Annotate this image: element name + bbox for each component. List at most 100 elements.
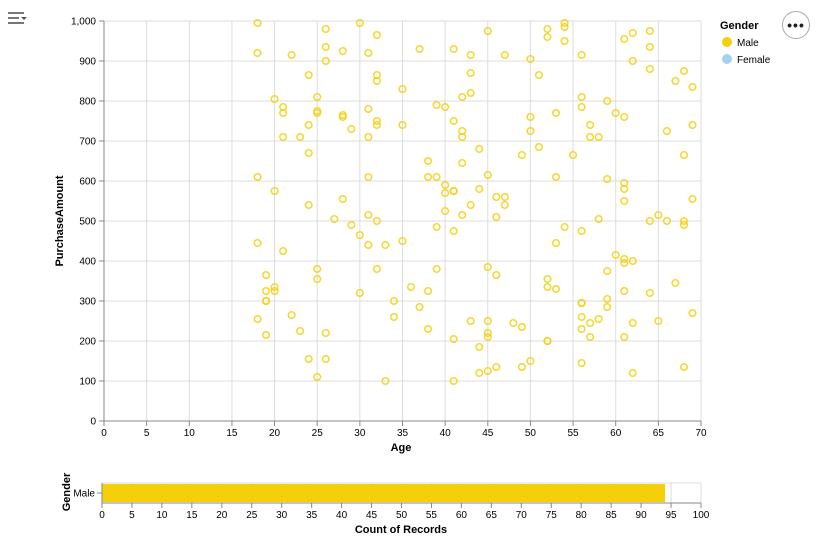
data-point[interactable] xyxy=(517,150,526,160)
data-point[interactable] xyxy=(586,120,595,130)
data-point[interactable] xyxy=(688,120,697,130)
data-point[interactable] xyxy=(279,246,288,256)
data-point[interactable] xyxy=(253,314,262,324)
data-point[interactable] xyxy=(441,102,450,112)
data-point[interactable] xyxy=(466,68,475,78)
data-point[interactable] xyxy=(679,66,688,76)
data-point[interactable] xyxy=(586,318,595,328)
data-point[interactable] xyxy=(475,368,484,378)
data-point[interactable] xyxy=(679,216,688,226)
data-point[interactable] xyxy=(551,108,561,118)
data-point[interactable] xyxy=(381,240,390,250)
data-point[interactable] xyxy=(415,44,424,54)
data-point[interactable] xyxy=(603,302,612,312)
data-point[interactable] xyxy=(372,116,381,126)
data-point[interactable] xyxy=(330,214,339,224)
legend-entry-male[interactable]: Male xyxy=(722,37,759,49)
data-point[interactable] xyxy=(586,132,595,142)
data-point[interactable] xyxy=(313,92,322,102)
data-point[interactable] xyxy=(526,356,535,366)
data-point[interactable] xyxy=(645,288,654,298)
data-point[interactable] xyxy=(355,18,364,28)
data-point[interactable] xyxy=(526,54,535,64)
data-point[interactable] xyxy=(620,112,629,122)
data-point[interactable] xyxy=(483,332,492,342)
data-point[interactable] xyxy=(551,172,561,182)
data-point[interactable] xyxy=(321,24,330,34)
data-point[interactable] xyxy=(577,298,586,308)
data-point[interactable] xyxy=(347,124,356,134)
data-point[interactable] xyxy=(270,94,279,104)
data-point[interactable] xyxy=(654,316,663,326)
data-point[interactable] xyxy=(313,108,322,118)
data-point[interactable] xyxy=(261,286,271,296)
data-point[interactable] xyxy=(551,238,561,248)
data-point[interactable] xyxy=(594,314,603,324)
data-point[interactable] xyxy=(449,44,458,54)
data-point[interactable] xyxy=(347,220,356,230)
data-point[interactable] xyxy=(432,100,441,110)
data-point[interactable] xyxy=(620,258,629,268)
data-point[interactable] xyxy=(389,312,399,322)
data-point[interactable] xyxy=(398,120,407,130)
data-point[interactable] xyxy=(483,366,492,376)
data-point[interactable] xyxy=(338,46,347,56)
data-point[interactable] xyxy=(671,278,680,288)
data-point[interactable] xyxy=(483,170,492,180)
data-point[interactable] xyxy=(372,30,381,40)
data-point[interactable] xyxy=(424,324,433,334)
data-point[interactable] xyxy=(603,294,612,304)
data-point[interactable] xyxy=(313,372,322,382)
data-point[interactable] xyxy=(679,362,688,372)
data-point[interactable] xyxy=(398,84,407,94)
data-point[interactable] xyxy=(432,172,441,182)
data-point[interactable] xyxy=(424,172,433,182)
data-point[interactable] xyxy=(483,316,492,326)
data-point[interactable] xyxy=(577,92,586,102)
data-point[interactable] xyxy=(569,150,578,160)
data-point[interactable] xyxy=(620,332,629,342)
data-point[interactable] xyxy=(662,216,671,226)
data-point[interactable] xyxy=(313,264,322,274)
data-point[interactable] xyxy=(296,132,305,142)
data-point[interactable] xyxy=(577,50,586,60)
data-point[interactable] xyxy=(449,186,458,196)
data-point[interactable] xyxy=(594,214,603,224)
data-point[interactable] xyxy=(586,332,595,342)
data-point[interactable] xyxy=(364,48,373,58)
data-point[interactable] xyxy=(372,264,381,274)
data-point[interactable] xyxy=(492,362,501,372)
data-point[interactable] xyxy=(304,200,313,210)
data-point[interactable] xyxy=(645,26,654,36)
data-point[interactable] xyxy=(279,132,288,142)
data-point[interactable] xyxy=(603,96,612,106)
data-point[interactable] xyxy=(398,236,407,246)
data-point[interactable] xyxy=(654,210,663,220)
data-point[interactable] xyxy=(253,18,262,28)
data-point[interactable] xyxy=(551,284,561,294)
data-point[interactable] xyxy=(364,172,373,182)
data-point[interactable] xyxy=(338,112,347,122)
data-point[interactable] xyxy=(560,18,569,28)
data-point[interactable] xyxy=(441,206,450,216)
data-point[interactable] xyxy=(492,212,501,222)
data-point[interactable] xyxy=(628,368,637,378)
data-point[interactable] xyxy=(500,192,509,202)
data-point[interactable] xyxy=(270,186,279,196)
data-point[interactable] xyxy=(662,126,671,136)
data-point[interactable] xyxy=(603,266,612,276)
data-point[interactable] xyxy=(620,254,629,264)
data-point[interactable] xyxy=(304,148,313,158)
data-point[interactable] xyxy=(270,282,279,292)
data-point[interactable] xyxy=(543,24,552,34)
data-point[interactable] xyxy=(577,312,586,322)
data-point[interactable] xyxy=(475,144,484,154)
data-point[interactable] xyxy=(560,36,569,46)
data-point[interactable] xyxy=(475,342,484,352)
data-point[interactable] xyxy=(287,310,296,320)
data-point[interactable] xyxy=(688,308,697,318)
data-point[interactable] xyxy=(688,194,697,204)
data-point[interactable] xyxy=(526,112,535,122)
data-point[interactable] xyxy=(253,238,262,248)
data-point[interactable] xyxy=(415,302,424,312)
